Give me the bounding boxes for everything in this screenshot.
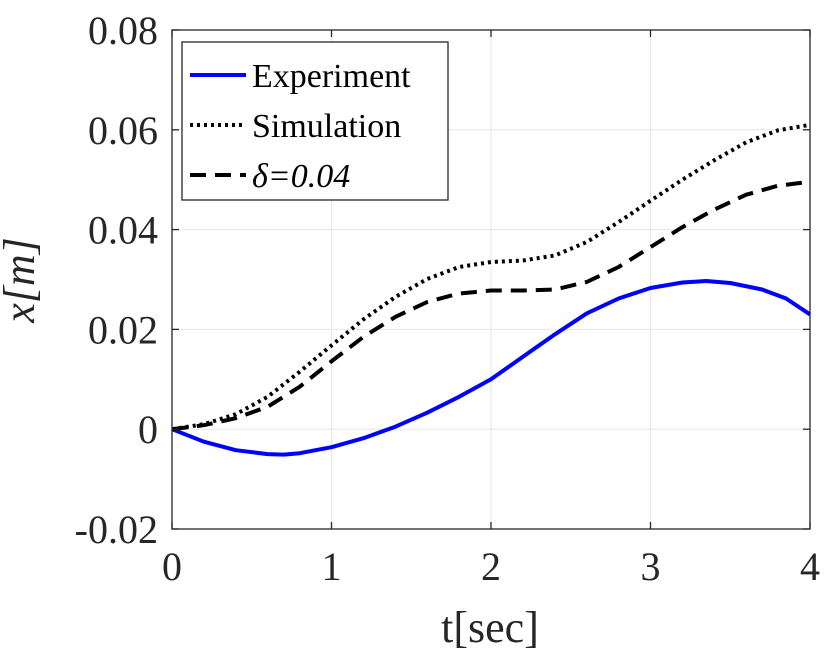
x-axis-label: t[sec] [441,603,539,652]
series-group [171,122,812,457]
x-tick-label: 4 [800,544,820,589]
legend-label-experiment: Experiment [252,58,411,95]
x-tick-label: 0 [162,544,182,589]
axes [171,29,811,530]
y-axis-label: x[m] [0,237,44,324]
series-line-0-04 [171,179,811,432]
series-line-experiment [171,279,812,457]
x-tick-label: 3 [641,544,661,589]
x-tick-label: 2 [481,544,501,589]
legend: Experiment Simulation δ=0.04 [181,41,449,201]
y-tick-label: 0 [138,407,158,452]
y-tick-label: 0.08 [88,8,158,53]
x-tick-label: 1 [322,544,342,589]
y-tick-label: 0.06 [88,108,158,153]
y-tick-label: 0.02 [88,307,158,352]
legend-label-simulation: Simulation [252,108,401,145]
legend-label-delta: δ=0.04 [252,158,350,195]
y-tick-label: -0.02 [75,507,158,552]
y-tick-label: 0.04 [88,208,158,253]
